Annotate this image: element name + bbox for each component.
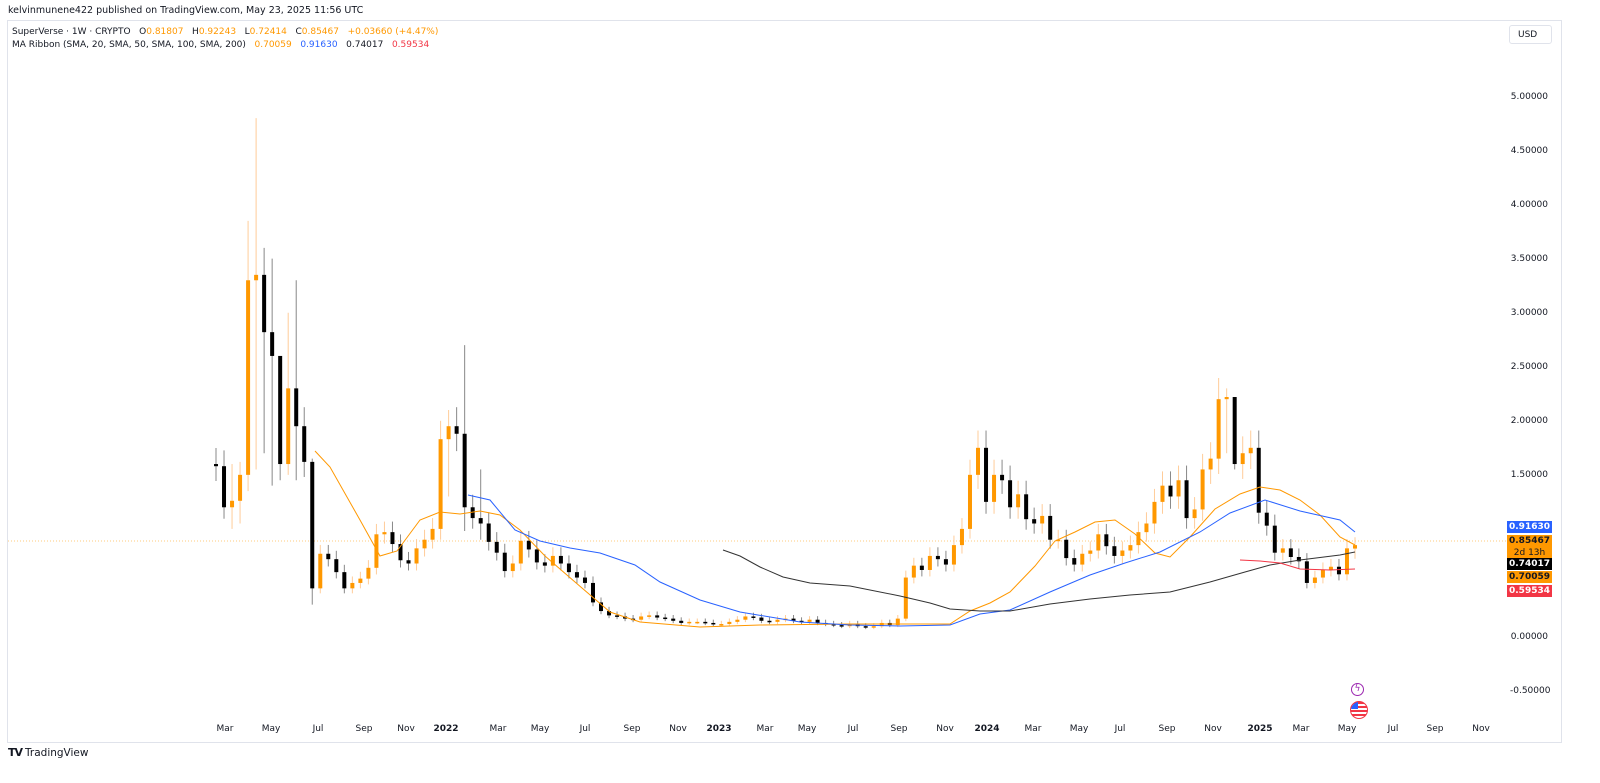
brand-name: TradingView (25, 746, 89, 759)
time-tick: May (530, 724, 550, 734)
symbol-legend: SuperVerse · 1W · CRYPTO O0.81807 H0.922… (12, 26, 438, 39)
high-value: 0.92243 (198, 27, 237, 37)
us-flag-event-icon[interactable] (1350, 701, 1368, 719)
time-tick: May (261, 724, 281, 734)
time-tick: Jul (312, 724, 324, 734)
time-tick: May (1069, 724, 1089, 734)
symbol-name[interactable]: SuperVerse · 1W · CRYPTO (12, 27, 131, 37)
price-tick: 2.50000 (1510, 361, 1548, 372)
price-tick: 3.50000 (1510, 253, 1548, 264)
ma20-value: 0.70059 (254, 40, 292, 50)
high-label: H (192, 27, 199, 37)
time-tick: Mar (756, 724, 774, 734)
price-tick: 4.50000 (1510, 145, 1548, 156)
tradingview-logo-icon: TV (8, 746, 23, 759)
price-tick: 5.00000 (1510, 91, 1548, 102)
ma50-value: 0.91630 (300, 40, 338, 50)
price-tag: 0.74017 (1507, 558, 1552, 570)
time-tick: Nov (669, 724, 687, 734)
time-tick: Mar (1292, 724, 1310, 734)
ma200-value: 0.59534 (391, 40, 430, 50)
time-tick: Nov (936, 724, 954, 734)
time-tick: 2024 (974, 724, 1000, 734)
time-tick: Sep (623, 724, 641, 734)
price-tag: 0.59534 (1507, 585, 1552, 597)
time-tick: Nov (1204, 724, 1222, 734)
time-tick: 2025 (1247, 724, 1273, 734)
time-tick: Nov (1472, 724, 1490, 734)
chart-pane[interactable] (7, 20, 1562, 743)
time-tick: Sep (890, 724, 908, 734)
time-tick: Sep (1426, 724, 1444, 734)
open-value: 0.81807 (146, 27, 184, 37)
price-tick: 1.50000 (1510, 469, 1548, 480)
time-tick: 2023 (706, 724, 732, 734)
time-tick: Sep (355, 724, 373, 734)
price-tag: 0.91630 (1507, 521, 1552, 533)
time-tick: May (1337, 724, 1357, 734)
price-tick: 0.00000 (1510, 632, 1548, 642)
price-tick: 4.00000 (1510, 199, 1548, 210)
time-tick: Jul (847, 724, 859, 734)
close-value: 0.85467 (301, 27, 339, 37)
time-tick: Jul (1114, 724, 1126, 734)
time-tick: May (797, 724, 817, 734)
tradingview-footer: TV TradingView (8, 746, 88, 759)
indicator-legend: MA Ribbon (SMA, 20, SMA, 50, SMA, 100, S… (12, 39, 438, 52)
change-value: +0.03660 (+4.47%) (347, 27, 439, 37)
currency-button[interactable]: USD (1509, 25, 1552, 44)
ma100-value: 0.74017 (346, 40, 384, 50)
time-tick: Mar (216, 724, 234, 734)
price-tick: 2.00000 (1510, 415, 1548, 426)
close-label: C (295, 27, 302, 37)
low-value: 0.72414 (249, 27, 287, 37)
low-label: L (244, 27, 250, 37)
time-tick: Sep (1158, 724, 1176, 734)
time-tick: Nov (397, 724, 415, 734)
chart-legend: SuperVerse · 1W · CRYPTO O0.81807 H0.922… (12, 26, 438, 52)
price-tag: 0.70059 (1507, 571, 1552, 583)
indicator-name[interactable]: MA Ribbon (SMA, 20, SMA, 50, SMA, 100, S… (12, 40, 246, 50)
open-label: O (139, 27, 147, 37)
price-tick: 3.00000 (1510, 307, 1548, 318)
time-tick: Jul (579, 724, 591, 734)
publish-info: kelvinmunene422 published on TradingView… (8, 5, 364, 16)
time-tick: Mar (1024, 724, 1042, 734)
price-tag: 0.85467 2d 13h (1507, 535, 1552, 559)
lightning-event-icon[interactable]: ϟ (1351, 683, 1364, 696)
price-tick: -0.50000 (1510, 686, 1551, 697)
time-tick: Mar (489, 724, 507, 734)
time-tick: Jul (1387, 724, 1399, 734)
time-tick: 2022 (433, 724, 459, 734)
